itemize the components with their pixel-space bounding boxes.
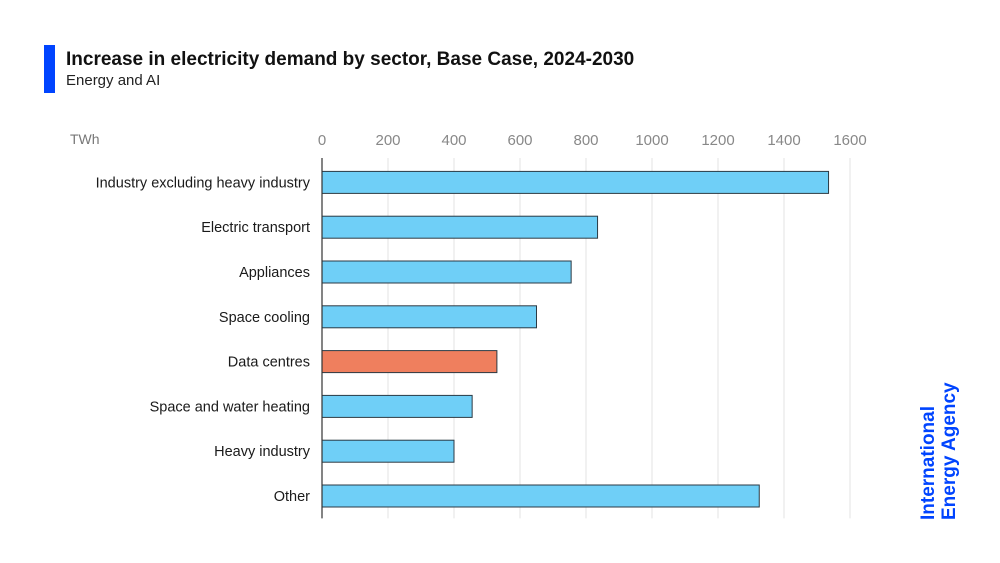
category-label: Data centres — [228, 355, 310, 371]
bar-space-cooling — [321, 305, 537, 329]
category-label: Other — [274, 489, 310, 505]
x-tick-label: 1600 — [833, 132, 866, 149]
bar-space-and-water-heating — [321, 394, 473, 418]
category-label: Electric transport — [201, 220, 310, 236]
x-tick-label: 400 — [441, 132, 466, 149]
bar-industry-excluding-heavy-industry — [321, 170, 830, 194]
x-tick-label: 1000 — [635, 132, 668, 149]
x-tick-label: 0 — [318, 132, 326, 149]
x-tick-label: 200 — [375, 132, 400, 149]
bar-heavy-industry — [321, 439, 455, 463]
chart-title: Increase in electricity demand by sector… — [66, 49, 635, 70]
chart-subtitle: Energy and AI — [66, 72, 161, 89]
bar-other — [321, 484, 760, 508]
category-label: Industry excluding heavy industry — [96, 175, 311, 191]
category-label: Appliances — [239, 265, 310, 281]
bar-appliances — [321, 260, 572, 284]
iea-logo-line2: Energy Agency — [939, 382, 960, 520]
x-tick-label: 600 — [507, 132, 532, 149]
title-accent-bar — [44, 45, 55, 93]
iea-logo: International Energy Agency — [918, 380, 960, 520]
x-tick-label: 1200 — [701, 132, 734, 149]
axis-unit-label: TWh — [70, 131, 100, 147]
x-tick-label: 1400 — [767, 132, 800, 149]
x-tick-label: 800 — [573, 132, 598, 149]
bar-data-centres — [321, 350, 498, 374]
category-label: Space and water heating — [150, 399, 310, 415]
category-label: Space cooling — [219, 310, 310, 326]
bar-electric-transport — [321, 215, 599, 239]
category-label: Heavy industry — [214, 444, 311, 460]
iea-logo-line1: International — [918, 405, 939, 520]
